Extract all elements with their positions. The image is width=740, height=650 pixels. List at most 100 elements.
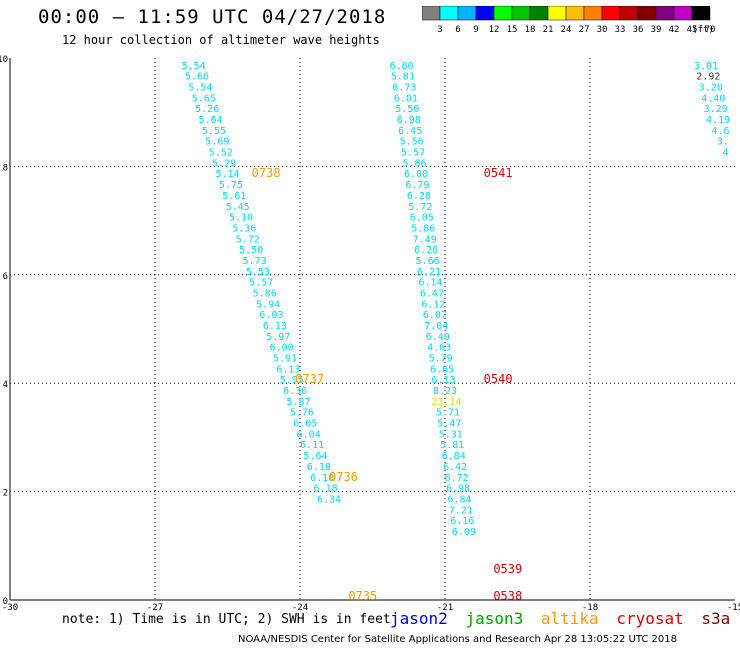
wave-height-label: 5.26	[195, 104, 219, 115]
wave-height-label: 5.81	[440, 440, 464, 451]
wave-height-label: 6.01	[394, 93, 418, 104]
wave-height-label: 6.28	[407, 191, 431, 202]
colorbar-label: 3	[437, 25, 442, 35]
colorbar-label: 24	[561, 25, 572, 35]
wave-height-label: 6.14	[418, 278, 442, 289]
wave-height-label: 5.54	[182, 61, 206, 72]
legend-cryosat: cryosat	[616, 609, 684, 628]
chart-title: 00:00 – 11:59 UTC 04/27/2018	[38, 6, 387, 28]
wave-height-label: 5.31	[439, 429, 463, 440]
wave-height-label: 4.6	[711, 126, 729, 137]
wave-height-plot: -30-27-24-21-18-1502468105.545.665.545.6…	[0, 55, 740, 610]
wave-height-label: 5.76	[290, 408, 314, 419]
pass-time-label: 0736	[329, 470, 358, 484]
wave-height-label: 6.00	[404, 169, 428, 180]
y-tick-label: 8	[3, 163, 8, 173]
wave-height-label: 6.09	[452, 527, 476, 538]
wave-height-label: 7.04	[424, 321, 448, 332]
wave-height-label: 5.71	[436, 408, 460, 419]
wave-height-label: 7.49	[413, 234, 437, 245]
wave-height-label: 6.79	[405, 180, 429, 191]
wave-height-label: 2.92	[696, 72, 720, 83]
colorbar-label: 33	[615, 25, 626, 35]
wave-height-label: 5.29	[212, 158, 236, 169]
wave-height-label: 6.13	[263, 321, 287, 332]
y-tick-label: 6	[3, 272, 8, 282]
note-text: note: 1) Time is in UTC; 2) SWH is in fe…	[62, 612, 391, 627]
colorbar-label: 45	[687, 25, 698, 35]
wave-height-label: 6.16	[450, 516, 474, 527]
wave-height-label: 7.21	[449, 505, 473, 516]
wave-height-label: 6.21	[417, 267, 441, 278]
wave-height-label: 6.73	[392, 83, 416, 94]
y-tick-label: 0	[3, 597, 8, 607]
wave-height-label: 5.66	[416, 256, 440, 267]
wave-height-label: 5.94	[256, 299, 280, 310]
wave-height-label: 6.98	[446, 484, 470, 495]
legend-altika: altika	[540, 609, 599, 628]
wave-height-label: 5.57	[401, 148, 425, 159]
wave-height-label: 4.63	[427, 343, 451, 354]
colorbar-label: 42	[669, 25, 680, 35]
wave-height-label: 5.65	[192, 93, 216, 104]
wave-height-label: 5.14	[215, 169, 239, 180]
y-tick-label: 2	[3, 489, 8, 499]
colorbar-label: 27	[579, 25, 590, 35]
wave-height-label: 5.86	[411, 223, 435, 234]
colorbar-label: 36	[633, 25, 644, 35]
x-tick-label: -27	[147, 603, 163, 610]
credit-line: NOAA/NESDIS Center for Satellite Applica…	[238, 634, 677, 645]
wave-height-label: 4.19	[706, 115, 730, 126]
pass-time-label: 0539	[493, 562, 522, 576]
wave-height-label: 3.	[717, 137, 729, 148]
colorbar-label: 70	[705, 25, 716, 35]
wave-height-label: 5.61	[222, 191, 246, 202]
wave-height-label: 5.95	[280, 375, 304, 386]
colorbar-label: 15	[507, 25, 518, 35]
wave-height-label: 6.10	[310, 473, 334, 484]
wave-height-label: 5.36	[232, 223, 256, 234]
pass-time-label: 0541	[484, 166, 513, 180]
colorbar-label: 21	[543, 25, 554, 35]
wave-height-label: 5.54	[188, 83, 212, 94]
wave-height-label: 5.64	[303, 451, 327, 462]
legend-jason2: jason2	[390, 609, 448, 628]
colorbar-label: 39	[651, 25, 662, 35]
legend-jason3: jason3	[465, 609, 524, 628]
wave-height-label: 5.64	[199, 115, 223, 126]
wave-height-label: 3.29	[704, 104, 728, 115]
wave-height-label: 5.55	[202, 126, 226, 137]
legend-s3a: s3a	[701, 609, 731, 628]
wave-height-label: 5.75	[219, 180, 243, 191]
wave-height-label: 23.14	[431, 397, 461, 408]
pass-time-label: 0540	[484, 372, 513, 386]
wave-height-label: 6.13	[432, 375, 456, 386]
wave-height-label: 6.80	[389, 61, 413, 72]
wave-height-label: 5.47	[437, 419, 461, 430]
wave-height-label: 6.36	[283, 386, 307, 397]
wave-height-label: 6.84	[442, 451, 466, 462]
wave-height-label: 5.72	[236, 234, 260, 245]
wave-height-label: 5.69	[205, 137, 229, 148]
colorbar-unit: (ft)	[692, 25, 714, 35]
colorbar-label: 9	[473, 25, 478, 35]
wave-height-label: 8.23	[433, 386, 457, 397]
colorbar-swatch	[691, 6, 711, 21]
wave-height-label: 5.53	[246, 267, 270, 278]
wave-height-label: 3.20	[699, 83, 723, 94]
wave-height-label: 5.79	[429, 354, 453, 365]
wave-height-label: 5.72	[408, 202, 432, 213]
wave-height-label: 6.05	[293, 419, 317, 430]
wave-height-label: 5.50	[239, 245, 263, 256]
wave-height-label: 6.98	[397, 115, 421, 126]
wave-height-label: 6.13	[276, 364, 300, 375]
y-tick-label: 4	[3, 380, 8, 390]
wave-height-label: 5.86	[253, 288, 277, 299]
x-tick-label: -15	[727, 603, 740, 610]
wave-height-label: 3.01	[694, 61, 718, 72]
wave-height-label: 6.11	[300, 440, 324, 451]
wave-height-label: 5.73	[243, 256, 267, 267]
wave-height-label: 5.56	[400, 137, 424, 148]
x-tick-label: -30	[2, 603, 18, 610]
colorbar-label: 18	[525, 25, 536, 35]
